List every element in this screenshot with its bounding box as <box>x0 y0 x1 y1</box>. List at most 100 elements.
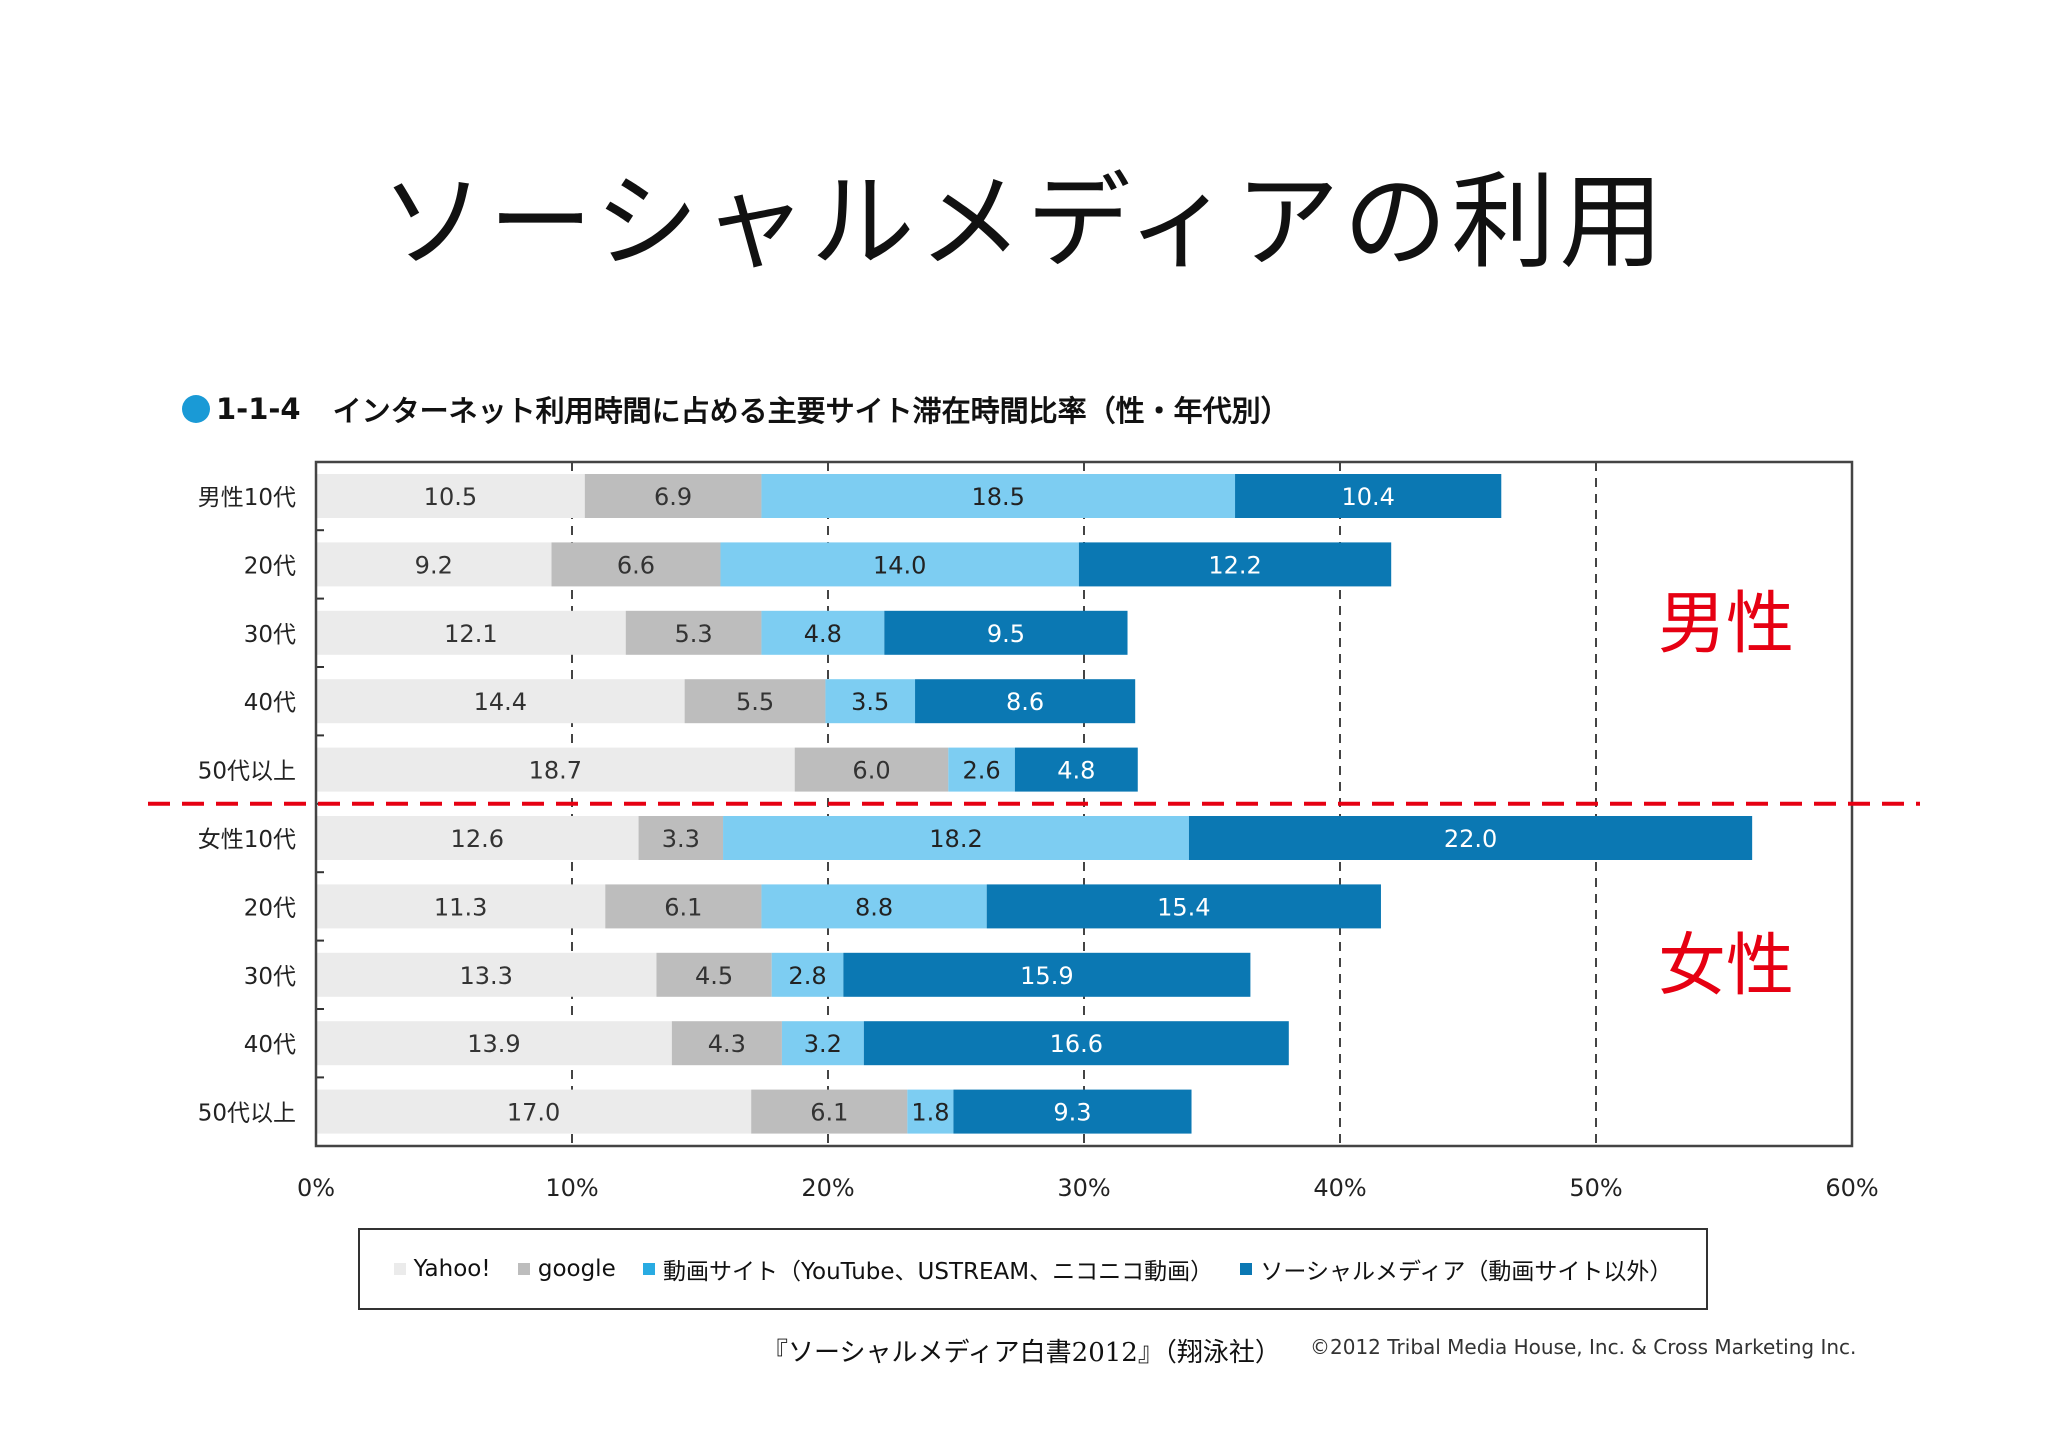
bar-value-label: 6.9 <box>654 483 692 511</box>
bar-value-label: 4.3 <box>708 1030 746 1058</box>
bar-segment <box>684 679 826 724</box>
bar-segment <box>1014 747 1138 792</box>
x-tick-label: 0% <box>297 1174 335 1202</box>
bar-value-label: 8.8 <box>855 893 893 921</box>
legend-swatch-icon <box>517 1263 530 1275</box>
bar-segment <box>751 1089 908 1134</box>
bar-value-label: 4.5 <box>695 962 733 990</box>
bar-segment <box>953 1089 1192 1134</box>
bar-value-label: 4.8 <box>804 620 842 648</box>
bar-segment <box>884 610 1128 655</box>
bar-segment <box>316 542 552 587</box>
group-label: 男性 <box>1658 585 1794 664</box>
bar-segment <box>761 474 1236 518</box>
bar-value-label: 15.9 <box>1020 962 1073 990</box>
legend-item: 動画サイト（YouTube、USTREAM、ニコニコ動画） <box>643 1252 1213 1286</box>
legend-item: google <box>517 1256 616 1282</box>
bar-value-label: 6.6 <box>617 551 655 579</box>
bar-segment <box>1235 474 1502 518</box>
bar-segment <box>316 679 685 724</box>
bar-segment <box>771 952 844 997</box>
bar-value-label: 9.2 <box>415 551 453 579</box>
legend-item: Yahoo! <box>393 1256 491 1282</box>
chart-legend: Yahoo! google 動画サイト（YouTube、USTREAM、ニコニコ動画… <box>358 1228 1708 1310</box>
source-citation: 『ソーシャルメディア白書2012』（翔泳社） <box>762 1338 1281 1368</box>
bar-segment <box>1078 542 1392 587</box>
bar-segment <box>316 474 585 518</box>
bar-value-label: 6.0 <box>852 757 890 785</box>
bar-segment <box>316 884 606 929</box>
legend-label: 動画サイト（YouTube、USTREAM、ニコニコ動画） <box>663 1259 1214 1285</box>
bar-segment <box>863 1021 1289 1066</box>
category-label: 男性10代 <box>198 485 296 511</box>
bar-value-label: 18.5 <box>972 483 1025 511</box>
bar-segment <box>723 816 1189 860</box>
bar-value-label: 3.3 <box>662 825 700 853</box>
bar-value-label: 9.5 <box>987 620 1025 648</box>
bar-segment <box>948 747 1015 792</box>
bar-segment <box>915 679 1136 724</box>
group-label: 女性 <box>1658 927 1794 1006</box>
bar-value-label: 16.6 <box>1050 1030 1103 1058</box>
bar-segment <box>781 1021 864 1066</box>
bar-value-label: 18.2 <box>929 825 982 853</box>
bar-value-label: 3.2 <box>804 1030 842 1058</box>
x-tick-label: 40% <box>1313 1174 1366 1202</box>
bullet-dot-icon <box>182 395 210 423</box>
bar-segment <box>316 747 795 792</box>
x-tick-label: 10% <box>545 1174 598 1202</box>
legend-item: ソーシャルメディア（動画サイト以外） <box>1240 1252 1672 1286</box>
category-label: 40代 <box>244 690 296 716</box>
bar-value-label: 11.3 <box>434 893 487 921</box>
bar-segment <box>1188 816 1753 860</box>
slide-title: ソーシャルメディアの利用 <box>380 161 1668 283</box>
bar-value-label: 15.4 <box>1157 893 1210 921</box>
bar-segment <box>720 542 1079 587</box>
bar-segment <box>671 1021 782 1066</box>
bar-segment <box>907 1089 954 1134</box>
bar-segment <box>761 884 987 929</box>
bar-segment <box>843 952 1251 997</box>
bar-value-label: 18.7 <box>529 757 582 785</box>
chart-number: 1-1-4 <box>216 392 301 426</box>
legend-swatch-icon <box>643 1263 656 1275</box>
bar-value-label: 10.5 <box>424 483 477 511</box>
bar-value-label: 13.3 <box>460 962 513 990</box>
legend-swatch-icon <box>393 1263 406 1275</box>
legend-label: google <box>537 1256 616 1282</box>
legend-label: Yahoo! <box>413 1256 491 1282</box>
bar-segment <box>316 610 626 655</box>
bar-value-label: 12.6 <box>451 825 504 853</box>
bar-value-label: 9.3 <box>1053 1099 1091 1127</box>
bar-value-label: 12.2 <box>1208 551 1261 579</box>
bar-segment <box>761 610 885 655</box>
bar-segment <box>625 610 762 655</box>
bar-value-label: 2.8 <box>788 962 826 990</box>
bar-value-label: 10.4 <box>1341 483 1394 511</box>
bar-value-label: 1.8 <box>911 1099 949 1127</box>
chart-heading: 1-1-4 インターネット利用時間に占める主要サイト滞在時間比率（性・年代別） <box>182 388 1290 430</box>
x-tick-label: 30% <box>1057 1174 1110 1202</box>
copyright-notice: ©2012 Tribal Media House, Inc. & Cross M… <box>1310 1335 1857 1359</box>
bar-segment <box>551 542 721 587</box>
bar-value-label: 14.4 <box>474 688 527 716</box>
bar-value-label: 22.0 <box>1444 825 1497 853</box>
bar-segment <box>794 747 949 792</box>
category-label: 40代 <box>244 1032 296 1058</box>
bar-value-label: 8.6 <box>1006 688 1044 716</box>
bar-value-label: 2.6 <box>963 757 1001 785</box>
chart-heading-text: インターネット利用時間に占める主要サイト滞在時間比率（性・年代別） <box>332 394 1290 428</box>
bar-value-label: 5.5 <box>736 688 774 716</box>
category-label: 50代以上 <box>198 759 296 785</box>
bar-value-label: 5.3 <box>675 620 713 648</box>
bar-segment <box>584 474 762 518</box>
category-label: 20代 <box>244 895 296 921</box>
bar-segment <box>986 884 1381 929</box>
bar-value-label: 3.5 <box>851 688 889 716</box>
category-label: 50代以上 <box>198 1101 296 1127</box>
category-label: 30代 <box>244 964 296 990</box>
bar-value-label: 17.0 <box>507 1099 560 1127</box>
bar-segment <box>316 952 657 997</box>
legend-label: ソーシャルメディア（動画サイト以外） <box>1260 1259 1673 1285</box>
